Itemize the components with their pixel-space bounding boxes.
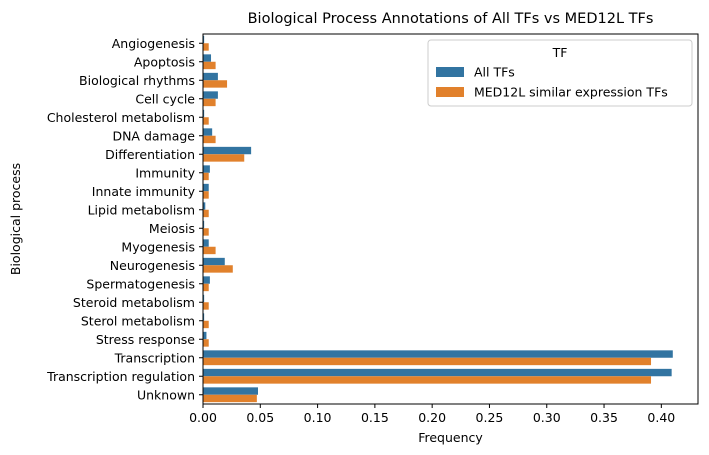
bar-all-tfs-neurogenesis: [203, 257, 225, 266]
y-tick-label: Steroid metabolism: [73, 295, 195, 310]
bar-all-tfs-steroid-metabolism: [203, 294, 205, 303]
bar-med12l-tfs-innate-immunity: [203, 191, 209, 199]
y-tick-label: Meiosis: [149, 221, 195, 236]
y-tick-label: Differentiation: [105, 147, 195, 162]
bar-med12l-tfs-neurogenesis: [203, 265, 233, 273]
y-tick-label: Apoptosis: [134, 54, 195, 69]
x-tick-label: 0.25: [476, 410, 504, 425]
x-tick-label: 0.35: [590, 410, 618, 425]
bar-all-tfs-unknown: [203, 387, 258, 395]
bar-all-tfs-apoptosis: [203, 54, 212, 62]
bar-med12l-tfs-unknown: [203, 394, 257, 403]
x-axis-title: Frequency: [418, 430, 483, 445]
x-tick-label: 0.05: [246, 410, 274, 425]
bar-med12l-tfs-immunity: [203, 172, 209, 181]
x-tick-label: 0.30: [533, 410, 561, 425]
y-axis: Angiogenesis Apoptosis Biological rhythms C…: [46, 36, 203, 402]
bar-med12l-tfs-angiogenesis: [203, 43, 209, 51]
x-tick-label: 0.15: [361, 410, 389, 425]
y-tick-label: Immunity: [135, 165, 195, 180]
y-tick-label: Transcription regulation: [46, 369, 195, 384]
bar-all-tfs-myogenesis: [203, 239, 209, 247]
bar-med12l-tfs-meiosis: [203, 228, 209, 236]
bar-med12l-tfs-cholesterol-metabolism: [203, 117, 209, 125]
y-tick-label: Lipid metabolism: [88, 202, 195, 217]
y-tick-label: Unknown: [137, 387, 195, 402]
bar-all-tfs-cholesterol-metabolism: [203, 109, 205, 118]
bar-med12l-tfs-transcription-regulation: [203, 376, 652, 384]
bar-all-tfs-differentiation: [203, 146, 252, 155]
x-tick-label: 0.40: [647, 410, 675, 425]
bar-all-tfs-transcription: [203, 350, 673, 358]
bar-med12l-tfs-spermatogenesis: [203, 283, 209, 292]
bar-med12l-tfs-differentiation: [203, 154, 245, 162]
bar-all-tfs-innate-immunity: [203, 183, 209, 192]
bar-med12l-tfs-dna-damage: [203, 135, 216, 144]
x-tick-label: 0.10: [304, 410, 332, 425]
bar-all-tfs-angiogenesis: [203, 35, 205, 44]
legend-title: TF: [552, 45, 568, 60]
bar-med12l-tfs-apoptosis: [203, 61, 216, 70]
y-tick-label: Neurogenesis: [110, 258, 195, 273]
bar-all-tfs-transcription-regulation: [203, 368, 672, 377]
bar-all-tfs-lipid-metabolism: [203, 202, 206, 210]
legend-swatch: [436, 87, 464, 97]
legend-box: [427, 39, 693, 107]
bar-med12l-tfs-lipid-metabolism: [203, 209, 209, 218]
y-tick-label: DNA damage: [112, 128, 195, 143]
x-tick-label: 0.00: [189, 410, 217, 425]
bar-all-tfs-cell-cycle: [203, 91, 218, 99]
bar-all-tfs-stress-response: [203, 331, 207, 340]
y-tick-label: Spermatogenesis: [86, 276, 195, 291]
x-axis: 0.00 0.05 0.10 0.15 0.20 0.25 0.30 0.35 0.40: [189, 404, 675, 425]
y-axis-title: Biological process: [8, 163, 23, 275]
bar-all-tfs-sterol-metabolism: [203, 313, 205, 321]
bar-all-tfs-spermatogenesis: [203, 276, 210, 284]
bar-med12l-tfs-steroid-metabolism: [203, 302, 209, 310]
bar-med12l-tfs-biological-rhythms: [203, 80, 228, 88]
y-tick-label: Cholesterol metabolism: [47, 110, 195, 125]
bar-all-tfs-biological-rhythms: [203, 72, 218, 81]
y-tick-label: Stress response: [96, 332, 195, 347]
bar-all-tfs-dna-damage: [203, 128, 213, 136]
y-tick-label: Biological rhythms: [79, 73, 195, 88]
chart-title: Biological Process Annotations of All TF…: [248, 11, 654, 27]
y-tick-label: Cell cycle: [135, 91, 195, 106]
legend-label: All TFs: [474, 65, 515, 80]
bar-med12l-tfs-cell-cycle: [203, 98, 216, 107]
x-tick-label: 0.20: [418, 410, 446, 425]
y-tick-label: Angiogenesis: [112, 36, 195, 51]
legend: TF All TFs MED12L similar expression TFs: [427, 39, 693, 107]
y-tick-label: Myogenesis: [121, 239, 195, 254]
y-tick-label: Sterol metabolism: [81, 313, 195, 328]
bar-all-tfs-meiosis: [203, 220, 205, 229]
y-tick-label: Innate immunity: [92, 184, 196, 199]
legend-label: MED12L similar expression TFs: [474, 85, 668, 100]
bar-all-tfs-immunity: [203, 165, 210, 173]
bars-group: [203, 35, 673, 403]
bar-med12l-tfs-sterol-metabolism: [203, 320, 209, 329]
bar-med12l-tfs-stress-response: [203, 339, 209, 347]
legend-swatch: [436, 67, 464, 77]
bar-med12l-tfs-transcription: [203, 357, 652, 366]
bar-med12l-tfs-myogenesis: [203, 246, 216, 255]
y-tick-label: Transcription: [114, 350, 195, 365]
plot-frame: [202, 33, 699, 405]
